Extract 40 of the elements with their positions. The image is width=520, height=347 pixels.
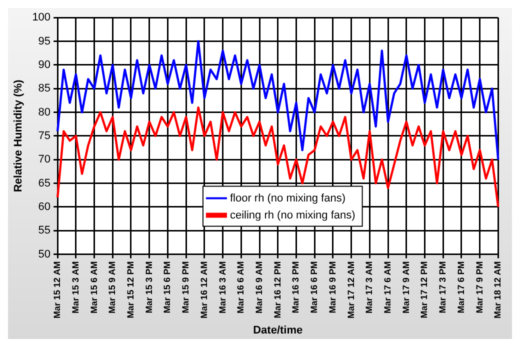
y-tick-label: 75 <box>38 130 51 142</box>
x-tick-label: Mar 18 12 AM <box>492 261 503 318</box>
y-tick-label: 85 <box>38 82 51 95</box>
y-tick-label: 60 <box>38 200 51 213</box>
y-tick-label: 95 <box>38 35 51 48</box>
x-tick-label: Mar 16 3 AM <box>217 261 228 314</box>
x-tick-label: Mar 15 3 PM <box>144 261 154 314</box>
x-tick-label: Mar 15 12 PM <box>125 261 136 318</box>
x-axis-title: Date/time <box>253 324 303 336</box>
x-tick-label: Mar 15 9 AM <box>107 261 118 314</box>
x-tick-label: Mar 16 6 PM <box>309 261 320 314</box>
x-tick-label: Mar 16 3 PM <box>290 261 301 314</box>
x-tick-label: Mar 17 12 AM <box>346 261 356 318</box>
x-tick-label: Mar 16 9 PM <box>327 261 338 314</box>
x-tick-label: Mar 16 9 AM <box>254 261 264 314</box>
x-tick-label: Mar 16 12 PM <box>272 261 282 318</box>
y-axis-title: Relative Humidity (%) <box>12 79 25 192</box>
x-tick-label: Mar 17 3 AM <box>364 261 374 314</box>
y-tick-label: 100 <box>32 12 51 24</box>
x-tick-label: Mar 16 12 AM <box>198 261 209 318</box>
x-tick-label: Mar 16 6 AM <box>236 261 246 314</box>
y-tick-label: 90 <box>38 58 51 71</box>
x-tick-label: Mar 17 9 PM <box>474 261 484 314</box>
y-tick-label: 80 <box>38 106 51 118</box>
y-tick-label: 50 <box>38 248 51 260</box>
x-tick-label: Mar 15 9 PM <box>180 261 191 314</box>
legend-label: ceiling rh (no mixing fans) <box>230 209 356 222</box>
x-tick-label: Mar 15 6 PM <box>162 261 172 314</box>
y-tick-label: 55 <box>38 224 51 237</box>
x-tick-label: Mar 17 6 PM <box>456 261 466 314</box>
legend-label: floor rh (no mixing fans) <box>230 192 346 204</box>
x-tick-label: Mar 15 12 AM <box>52 261 62 318</box>
y-tick-label: 70 <box>38 154 51 166</box>
x-tick-label: Mar 15 6 AM <box>88 261 99 314</box>
x-tick-label: Mar 17 12 PM <box>419 261 430 318</box>
x-tick-label: Mar 17 9 AM <box>400 261 411 314</box>
x-tick-label: Mar 17 3 PM <box>438 261 448 314</box>
x-tick-label: Mar 17 6 AM <box>382 261 393 314</box>
x-tick-label: Mar 15 3 AM <box>70 261 80 314</box>
y-tick-label: 65 <box>38 177 51 190</box>
